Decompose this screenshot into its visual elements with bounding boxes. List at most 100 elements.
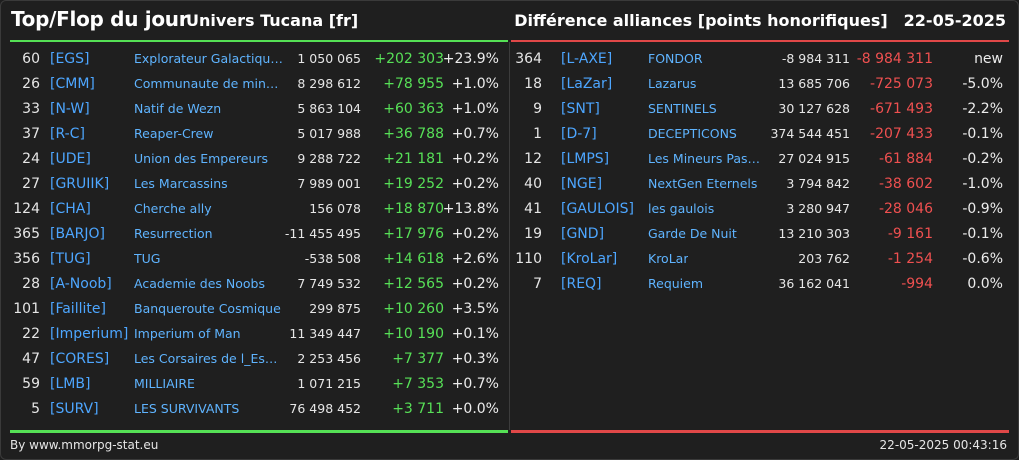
alliance-name-link[interactable]: Natif de Wezn (134, 101, 222, 116)
alliance-name-link[interactable]: Explorateur Galactique S (134, 51, 284, 66)
alliance-name-link[interactable]: Reaper-Crew (134, 126, 214, 141)
alliance-name-link[interactable]: Requiem (648, 276, 704, 291)
total-points: 27 024 915 (778, 151, 850, 166)
rank-value: 1 (533, 126, 542, 142)
top-bar-divider (10, 40, 508, 42)
alliance-tag-link[interactable]: [BARJO] (50, 226, 105, 242)
alliance-name-link[interactable]: Les Corsaires de l_Espace (134, 351, 284, 366)
alliance-name-link[interactable]: Les Mineurs Pas ... (648, 151, 760, 166)
alliance-tag-link[interactable]: [NGE] (561, 176, 603, 192)
alliance-tag-link[interactable]: [REQ] (561, 276, 602, 292)
alliance-tag-link[interactable]: [N-W] (50, 101, 90, 117)
alliance-tag-link[interactable]: [GND] (561, 226, 605, 242)
alliance-tag-link[interactable]: [KroLar] (561, 251, 618, 267)
rank-value: 47 (22, 351, 40, 367)
alliance-name-link[interactable]: DECEPTICONS (648, 126, 737, 141)
rank-value: 364 (515, 51, 542, 67)
total-points: 1 071 215 (297, 376, 361, 391)
points-diff: +21 181 (383, 151, 444, 167)
alliance-row: 19 [GND] Garde De Nuit 13 210 303 -9 161 -0.1… (511, 222, 1009, 247)
alliance-row: 364 [L-AXE] FONDOR -8 984 311 -8 984 311 new (511, 47, 1009, 72)
alliance-tag-link[interactable]: [A-Noob] (50, 276, 112, 292)
alliance-row: 37 [R-C] Reaper-Crew 5 017 988 +36 788 +0.7% (10, 122, 508, 147)
percent-change: +0.2% (451, 151, 499, 167)
alliance-tag-link[interactable]: [Imperium] (50, 326, 129, 342)
alliance-tag-link[interactable]: [CMM] (50, 76, 95, 92)
percent-change: +0.0% (451, 401, 499, 417)
total-points: 5 017 988 (297, 126, 361, 141)
alliance-tag-link[interactable]: [SNT] (561, 101, 600, 117)
alliance-tag-link[interactable]: [CORES] (50, 351, 110, 367)
alliance-name-link[interactable]: Banqueroute Cosmique (134, 301, 281, 316)
report-date: 22-05-2025 (903, 11, 1006, 30)
percent-change: -5.0% (962, 76, 1003, 92)
total-points: 8 298 612 (297, 76, 361, 91)
alliance-name-link[interactable]: FONDOR (648, 51, 703, 66)
alliance-row: 101 [Faillite] Banqueroute Cosmique 299 875… (10, 297, 508, 322)
alliance-name-link[interactable]: Resurrection (134, 226, 213, 241)
rank-value: 101 (13, 301, 40, 317)
alliance-tag-link[interactable]: [TUG] (50, 251, 91, 267)
alliance-row: 7 [REQ] Requiem 36 162 041 -994 0.0% (511, 272, 1009, 297)
points-diff: -61 884 (878, 151, 933, 167)
alliance-name-link[interactable]: TUG (134, 251, 161, 266)
flop-panel: 364 [L-AXE] FONDOR -8 984 311 -8 984 311 new 1… (511, 40, 1009, 433)
rank-value: 9 (533, 101, 542, 117)
alliance-tag-link[interactable]: [SURV] (50, 401, 99, 417)
alliance-row: 40 [NGE] NextGen Eternels 3 794 842 -38 602 -… (511, 172, 1009, 197)
alliance-name-link[interactable]: Communaute de mineurs (134, 76, 284, 91)
alliance-name-link[interactable]: MILLIAIRE (134, 376, 195, 391)
alliance-tag-link[interactable]: [L-AXE] (561, 51, 613, 67)
alliance-tag-link[interactable]: [R-C] (50, 126, 85, 142)
rank-value: 22 (22, 326, 40, 342)
total-points: -8 984 311 (781, 51, 850, 66)
alliance-row: 28 [A-Noob] Academie des Noobs 7 749 532 +12… (10, 272, 508, 297)
alliance-name-link[interactable]: Garde De Nuit (648, 226, 737, 241)
alliance-tag-link[interactable]: [EGS] (50, 51, 90, 67)
points-diff: +18 870 (383, 201, 444, 217)
total-points: 11 349 447 (289, 326, 361, 341)
points-diff: +19 252 (383, 176, 444, 192)
alliance-tag-link[interactable]: [GAULOIS] (561, 201, 634, 217)
alliance-row: 27 [GRUIIK] Les Marcassins 7 989 001 +19 252… (10, 172, 508, 197)
alliance-name-link[interactable]: les gaulois (648, 201, 715, 216)
alliance-tag-link[interactable]: [LaZar] (561, 76, 613, 92)
alliance-tag-link[interactable]: [LMB] (50, 376, 91, 392)
points-diff: +12 565 (383, 276, 444, 292)
alliance-name-link[interactable]: Les Marcassins (134, 176, 228, 191)
alliance-name-link[interactable]: Union des Empereurs (134, 151, 269, 166)
points-diff: -9 161 (887, 226, 933, 242)
total-points: 30 127 628 (778, 101, 850, 116)
alliance-row: 24 [UDE] Union des Empereurs 9 288 722 +21 1… (10, 147, 508, 172)
alliance-name-link[interactable]: LES SURVIVANTS (134, 401, 240, 416)
total-points: 76 498 452 (289, 401, 361, 416)
alliance-tag-link[interactable]: [UDE] (50, 151, 91, 167)
alliance-name-link[interactable]: NextGen Eternels (648, 176, 758, 191)
points-diff: +7 377 (392, 351, 444, 367)
rank-value: 60 (22, 51, 40, 67)
alliance-name-link[interactable]: KroLar (648, 251, 689, 266)
percent-change: +1.0% (451, 101, 499, 117)
total-points: -11 455 495 (284, 226, 361, 241)
points-diff: +3 711 (392, 401, 444, 417)
alliance-row: 365 [BARJO] Resurrection -11 455 495 +17 976… (10, 222, 508, 247)
alliance-tag-link[interactable]: [D-7] (561, 126, 597, 142)
alliance-name-link[interactable]: Imperium of Man (134, 326, 241, 341)
page-title: Top/Flop du jour (11, 7, 189, 31)
alliance-name-link[interactable]: Lazarus (648, 76, 697, 91)
alliance-name-link[interactable]: Cherche ally (134, 201, 212, 216)
points-diff: +60 363 (383, 101, 444, 117)
alliance-name-link[interactable]: SENTINELS (648, 101, 717, 116)
alliance-tag-link[interactable]: [Faillite] (50, 301, 106, 317)
alliance-name-link[interactable]: Academie des Noobs (134, 276, 266, 291)
alliance-row: 1 [D-7] DECEPTICONS 374 544 451 -207 433 -0.1… (511, 122, 1009, 147)
total-points: 3 280 947 (786, 201, 850, 216)
alliance-tag-link[interactable]: [CHA] (50, 201, 91, 217)
alliance-tag-link[interactable]: [GRUIIK] (50, 176, 110, 192)
alliance-tag-link[interactable]: [LMPS] (561, 151, 610, 167)
points-diff: -725 073 (870, 76, 933, 92)
points-diff: +202 303 (374, 51, 444, 67)
points-diff: -207 433 (870, 126, 933, 142)
rank-value: 24 (22, 151, 40, 167)
alliance-row: 22 [Imperium] Imperium of Man 11 349 447 +10… (10, 322, 508, 347)
